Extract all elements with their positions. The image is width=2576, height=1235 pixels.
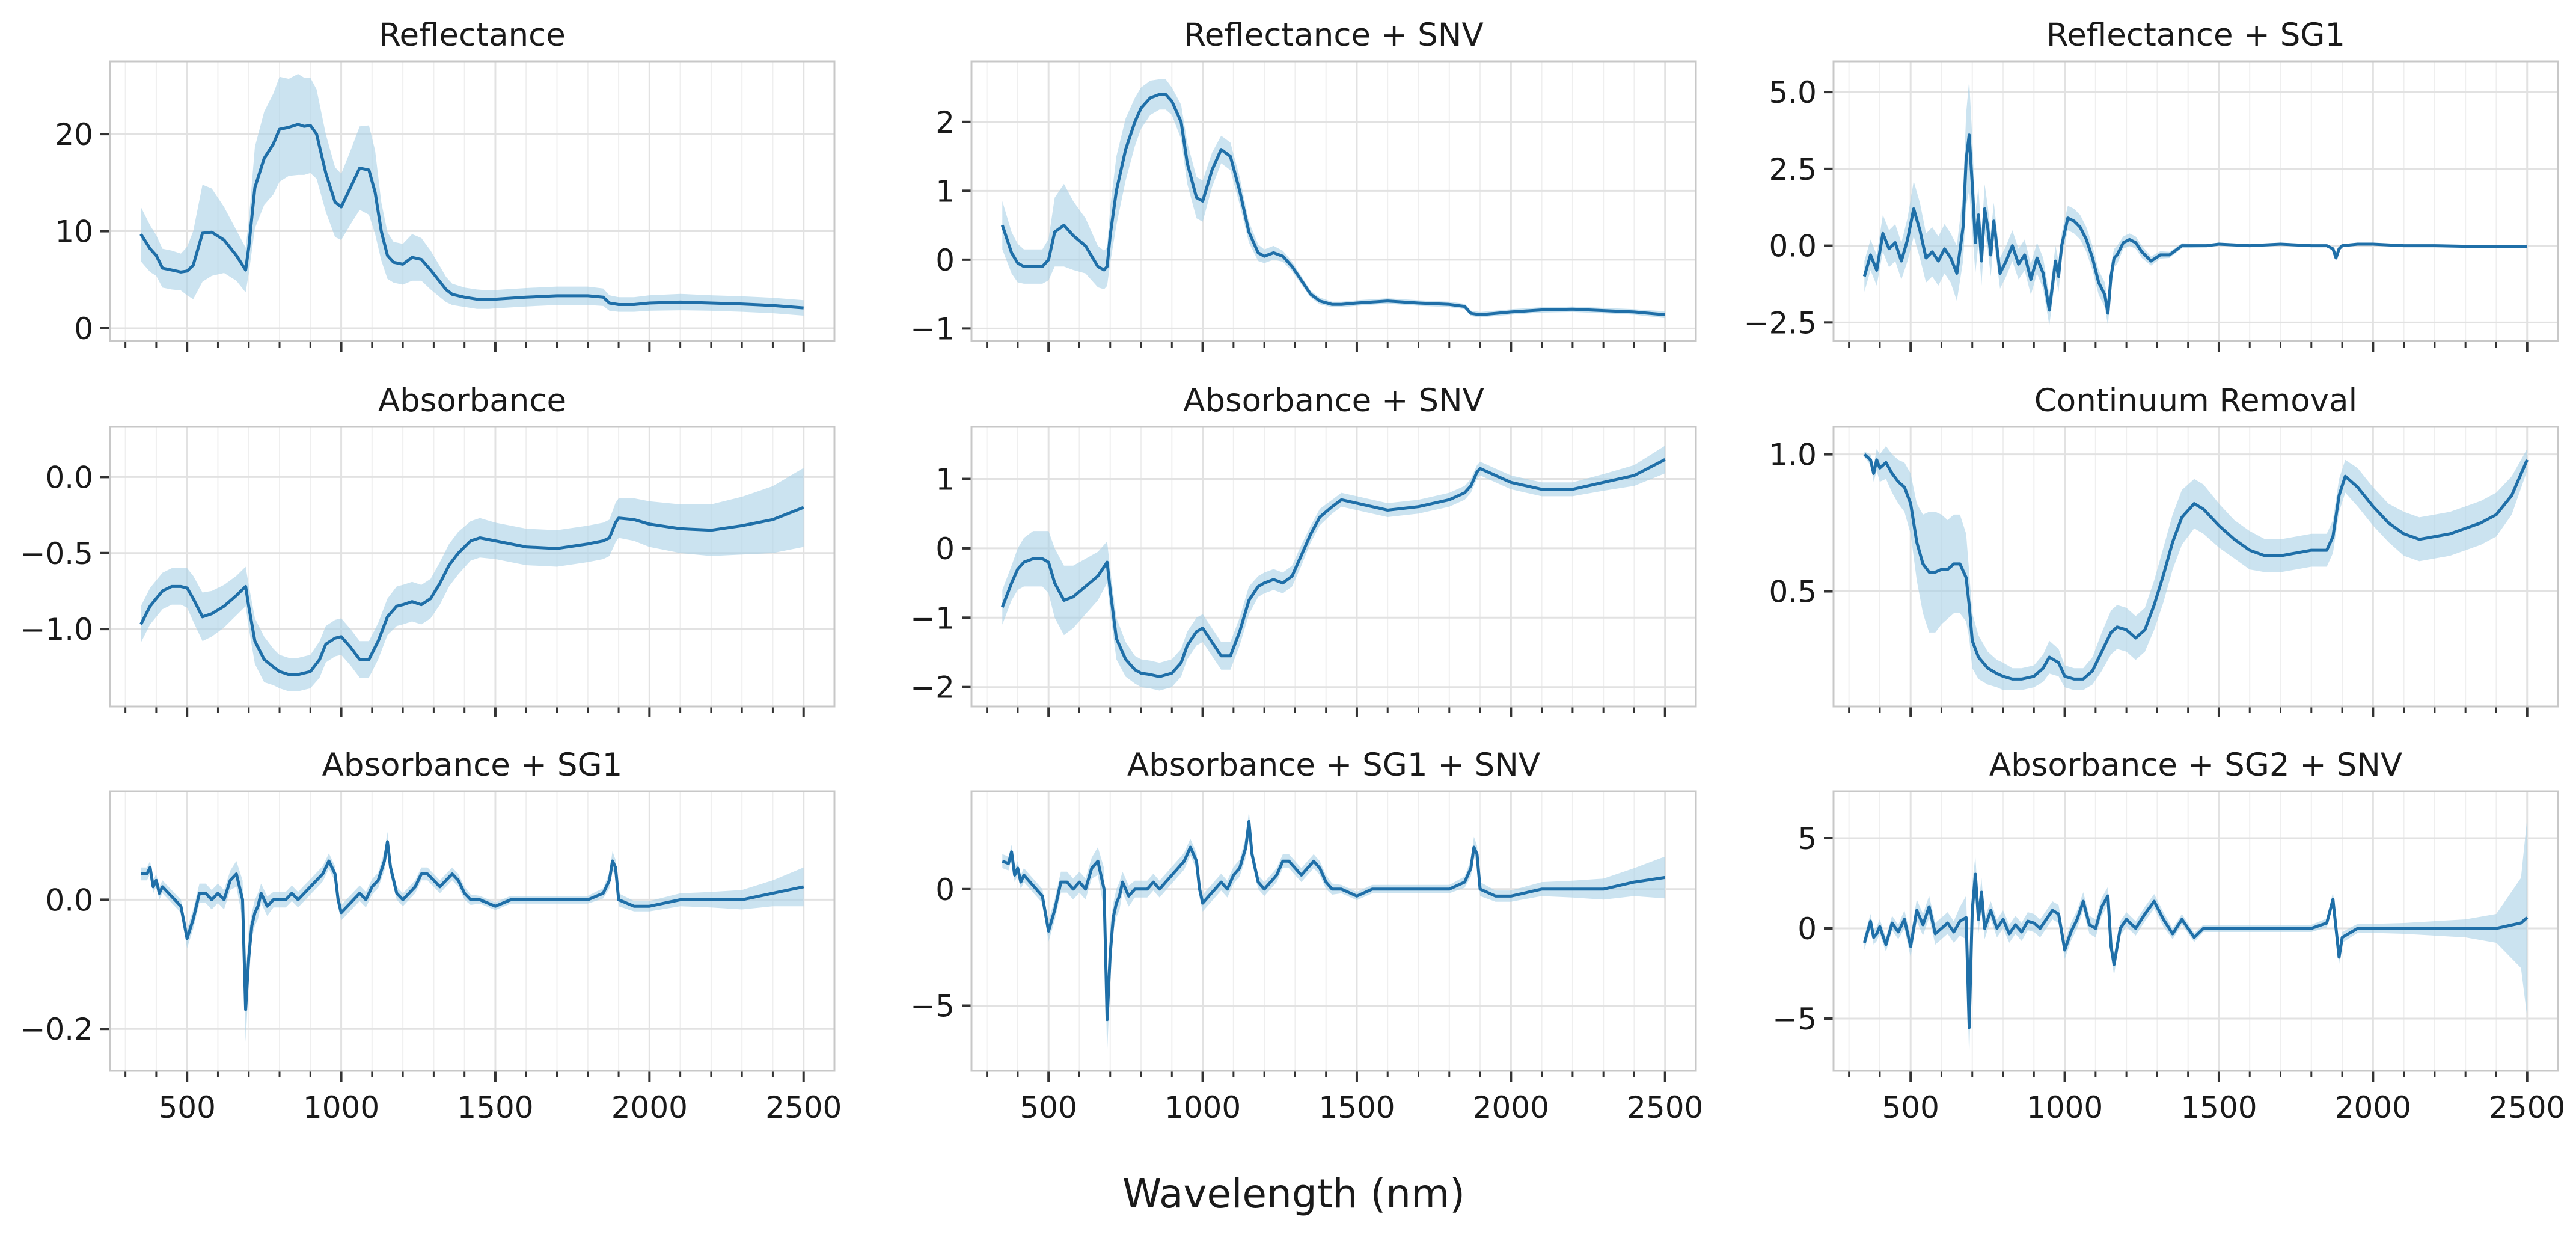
subplot-title: Absorbance	[378, 382, 566, 419]
y-tick-label: −0.2	[20, 1012, 93, 1047]
std-band	[1864, 818, 2527, 1060]
subplot: −2.5 0.0 2.5 5.0 Reflectance + SG1	[1744, 17, 2559, 352]
subplot: −2 −1 0 1 Absorbance + SNV	[910, 382, 1697, 717]
plot-frame	[109, 426, 836, 708]
y-tick-label: −5	[1772, 1002, 1817, 1037]
x-tick-label: 1500	[457, 1090, 533, 1125]
subplot: 500 1000 1500 2000 2500 −0.2 0.0 Absorbance + S…	[20, 747, 842, 1125]
std-band	[1864, 79, 2527, 326]
mean-line	[141, 840, 804, 1011]
y-tick-label: 5	[1797, 821, 1817, 856]
x-tick-label: 2500	[2489, 1090, 2565, 1125]
x-tick-label: 500	[158, 1090, 215, 1125]
y-tick-label: −1	[910, 601, 955, 636]
y-tick-label: 2	[935, 105, 955, 140]
mean-line	[1002, 820, 1666, 1022]
plot-frame	[1832, 790, 2559, 1072]
y-tick-label: 0.0	[45, 883, 93, 918]
subplot-title: Reflectance + SNV	[1184, 17, 1483, 54]
plot-frame	[970, 426, 1697, 708]
x-tick-label: 2000	[611, 1090, 688, 1125]
subplot: −1.0 −0.5 0.0 Absorbance	[20, 382, 836, 717]
subplot-title: Reflectance + SG1	[2046, 17, 2345, 54]
subplot: 0 10 20 Reflectance	[55, 17, 836, 352]
subplot-title: Continuum Removal	[2034, 382, 2357, 419]
y-tick-label: 1.0	[1769, 438, 1817, 473]
x-axis-label: Wavelength (nm)	[1122, 1171, 1465, 1217]
y-tick-label: 20	[55, 117, 93, 152]
subplot: 500 1000 1500 2000 2500 −5 0 Absorbance + SG1 +…	[910, 747, 1703, 1125]
subplot: 500 1000 1500 2000 2500 −5 0 5 Absorbance + SG2 …	[1772, 747, 2565, 1125]
plot-frame	[109, 60, 836, 342]
subplot-title: Absorbance + SG1 + SNV	[1127, 747, 1540, 783]
x-tick-label: 500	[1882, 1090, 1939, 1125]
y-tick-label: 1	[935, 174, 955, 209]
x-tick-label: 2500	[1627, 1090, 1703, 1125]
y-tick-label: 2.5	[1769, 152, 1817, 187]
mean-line	[1862, 133, 2527, 315]
y-tick-label: 10	[55, 215, 93, 250]
y-tick-label: −1	[910, 311, 955, 346]
std-band	[1002, 811, 1665, 1055]
y-tick-label: 0.0	[1769, 229, 1817, 264]
x-tick-label: 2500	[765, 1090, 842, 1125]
y-tick-label: 0	[935, 532, 955, 566]
subplot: −1 0 1 2 Reflectance + SNV	[910, 17, 1697, 352]
x-tick-label: 1000	[2027, 1090, 2103, 1125]
y-tick-label: 0	[935, 243, 955, 278]
subplot-title: Absorbance + SNV	[1183, 382, 1484, 419]
std-band	[141, 74, 804, 316]
y-tick-label: 0	[935, 872, 955, 907]
y-tick-label: 1	[935, 462, 955, 497]
std-band	[141, 832, 804, 1042]
mean-line	[1000, 458, 1666, 678]
subplot: 0.5 1.0 Continuum Removal	[1769, 382, 2559, 717]
plot-frame	[970, 60, 1697, 342]
std-band	[141, 468, 804, 691]
mean-line	[1000, 93, 1665, 316]
mean-line	[139, 506, 804, 676]
x-tick-label: 1500	[1318, 1090, 1395, 1125]
subplot-title: Reflectance	[379, 17, 566, 54]
mean-line	[139, 123, 804, 310]
std-band	[1864, 446, 2527, 690]
y-tick-label: 5.0	[1769, 75, 1817, 110]
plot-frame	[109, 790, 836, 1072]
subplot-title: Absorbance + SG1	[322, 747, 623, 783]
x-tick-label: 1000	[303, 1090, 379, 1125]
plot-frame	[970, 790, 1697, 1072]
y-tick-label: −1.0	[20, 612, 93, 647]
y-tick-label: 0	[74, 311, 93, 346]
mean-line	[1862, 872, 2529, 1029]
x-tick-label: 1500	[2180, 1090, 2257, 1125]
x-tick-label: 1000	[1164, 1090, 1241, 1125]
y-tick-label: 0.0	[45, 460, 93, 495]
x-tick-label: 2000	[1473, 1090, 1549, 1125]
x-tick-label: 2000	[2335, 1090, 2411, 1125]
y-tick-label: 0.5	[1769, 575, 1817, 610]
plot-frame	[1832, 60, 2559, 342]
y-tick-label: −2	[910, 670, 955, 705]
plot-frame	[1832, 426, 2559, 708]
y-tick-label: −5	[910, 989, 955, 1024]
subplot-title: Absorbance + SG2 + SNV	[1989, 747, 2402, 783]
mean-line	[1863, 453, 2529, 681]
y-tick-label: −2.5	[1744, 305, 1817, 340]
y-tick-label: 0	[1797, 912, 1817, 946]
x-tick-label: 500	[1020, 1090, 1077, 1125]
y-tick-label: −0.5	[20, 536, 93, 571]
